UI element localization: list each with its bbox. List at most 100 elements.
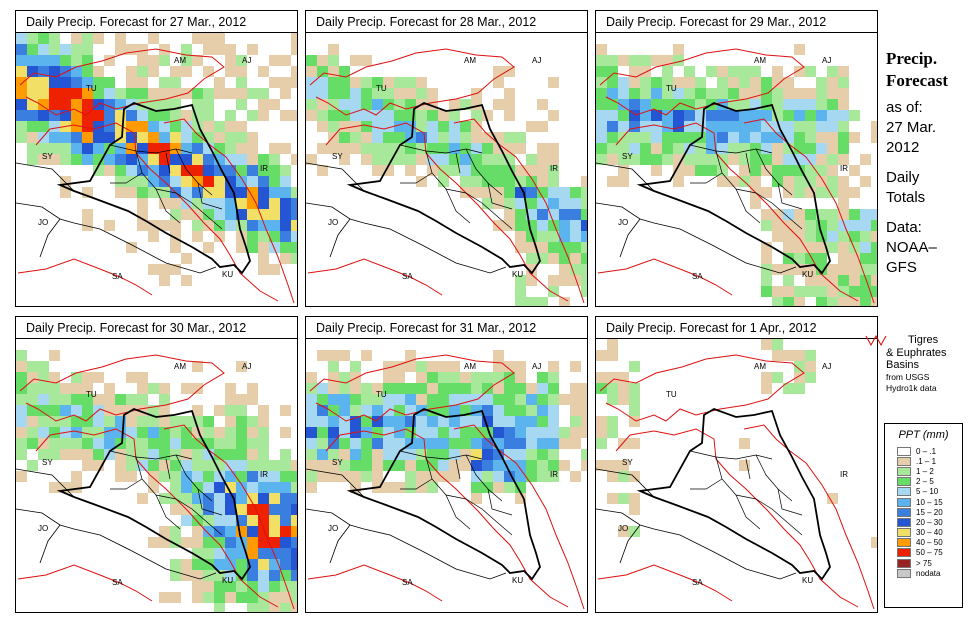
precip-cell: [526, 297, 537, 306]
precip-cell: [827, 66, 838, 77]
precip-cell: [515, 449, 526, 460]
precip-cell: [438, 110, 449, 121]
precip-cell: [673, 143, 684, 154]
precip-cell: [405, 471, 416, 482]
precip-cell: [706, 143, 717, 154]
precip-cell: [280, 581, 291, 592]
precip-cell: [783, 143, 794, 154]
precip-cell: [427, 427, 438, 438]
precip-cell: [629, 493, 640, 504]
precip-cell: [247, 143, 258, 154]
precip-cell: [860, 231, 871, 242]
precip-cell: [372, 110, 383, 121]
precip-cell: [269, 570, 280, 581]
precip-cell: [706, 154, 717, 165]
precip-cell: [794, 383, 805, 394]
legend-title: PPT (mm): [898, 429, 949, 441]
precip-cell: [860, 275, 871, 286]
legend-row: 1 – 2: [885, 466, 962, 476]
province-boundary: [165, 152, 171, 174]
precip-cell: [339, 471, 350, 482]
precip-cell: [170, 559, 181, 570]
precip-cell: [515, 242, 526, 253]
precip-cell: [269, 603, 280, 612]
panel-title: Daily Precip. Forecast for 29 Mar., 2012: [596, 11, 877, 33]
precip-cell: [559, 460, 570, 471]
precip-cell: [805, 286, 816, 297]
precip-cell: [339, 88, 350, 99]
precip-cell: [225, 165, 236, 176]
precip-cell: [306, 405, 317, 416]
precip-cell: [170, 132, 181, 143]
precip-cell: [93, 427, 104, 438]
precip-cell: [548, 209, 559, 220]
precip-cell: [761, 187, 772, 198]
precip-cell: [269, 460, 280, 471]
precip-cell: [181, 482, 192, 493]
precip-cell: [772, 297, 783, 306]
precip-cell: [16, 77, 27, 88]
precip-cell: [225, 570, 236, 581]
precip-cell: [203, 209, 214, 220]
precip-cell: [537, 394, 548, 405]
precip-cell: [361, 460, 372, 471]
precip-cell: [383, 449, 394, 460]
country-label-jo: JO: [38, 524, 48, 533]
country-label-tu: TU: [666, 84, 677, 93]
precip-cell: [372, 383, 383, 394]
precip-cell: [570, 361, 581, 372]
precip-cell: [581, 187, 587, 198]
precip-cell: [192, 55, 203, 66]
precip-cell: [515, 132, 526, 143]
country-label-am: AM: [464, 56, 476, 65]
precip-cell: [280, 537, 291, 548]
precip-cell: [526, 187, 537, 198]
info-title-line2: Forecast: [886, 71, 948, 90]
precip-cell: [328, 44, 339, 55]
precip-cell: [515, 198, 526, 209]
precip-cell: [783, 350, 794, 361]
precip-cell: [515, 275, 526, 286]
precip-cell: [559, 438, 570, 449]
precip-cell: [750, 99, 761, 110]
precip-cell: [60, 154, 71, 165]
precip-cell: [291, 220, 297, 231]
precip-cell: [225, 394, 236, 405]
precip-cell: [383, 132, 394, 143]
precip-cell: [148, 132, 159, 143]
precip-cell: [137, 460, 148, 471]
precip-cell: [405, 482, 416, 493]
precip-cell: [372, 165, 383, 176]
precip-cell: [258, 548, 269, 559]
precip-cell: [247, 438, 258, 449]
precip-cell: [761, 339, 772, 350]
precip-cell: [493, 372, 504, 383]
precip-cell: [203, 537, 214, 548]
precip-cell: [291, 242, 297, 253]
precip-cell: [849, 253, 860, 264]
precip-cell: [71, 394, 82, 405]
precip-cell: [537, 438, 548, 449]
precip-cell: [148, 121, 159, 132]
precip-cell: [416, 416, 427, 427]
country-label-am: AM: [754, 56, 766, 65]
precip-cell: [291, 33, 297, 44]
precip-cell: [170, 438, 181, 449]
precip-cell: [607, 350, 618, 361]
precip-cell: [618, 154, 629, 165]
precip-cell: [192, 559, 203, 570]
precip-cell: [203, 33, 214, 44]
province-boundary: [191, 508, 223, 536]
precip-cell: [794, 286, 805, 297]
precip-cell: [71, 154, 82, 165]
precip-cell: [607, 132, 618, 143]
country-label-am: AM: [174, 56, 186, 65]
precip-cell: [291, 209, 297, 220]
precip-cell: [717, 99, 728, 110]
precip-cell: [849, 110, 860, 121]
precip-cell: [504, 383, 515, 394]
intl-boundary: [329, 524, 351, 564]
precip-cell: [247, 187, 258, 198]
precip-cell: [280, 427, 291, 438]
